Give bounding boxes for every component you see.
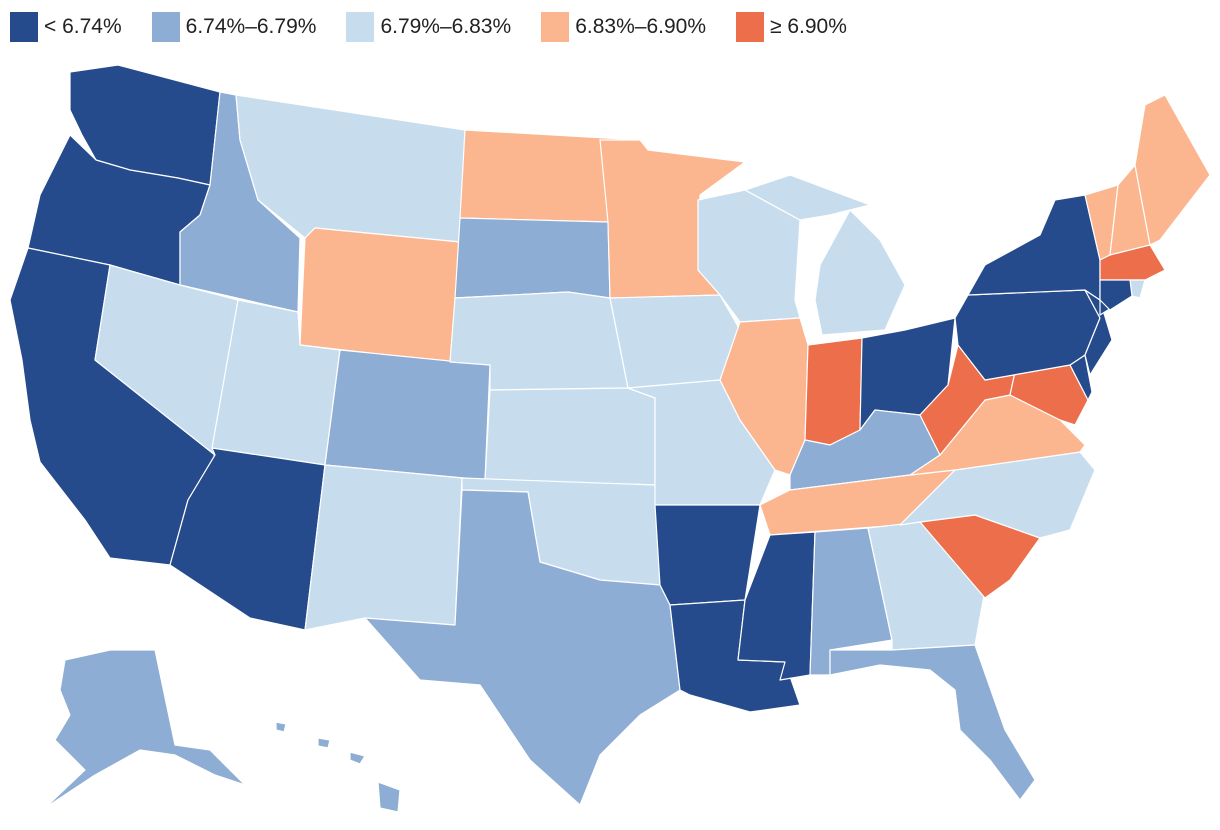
state-south-dakota[interactable] [454, 217, 611, 299]
state-hawaii[interactable] [275, 721, 401, 813]
legend-item-bin3: 6.79%–6.83% [346, 12, 511, 42]
legend-item-bin1: < 6.74% [10, 12, 122, 42]
legend-swatch-bin3 [346, 12, 375, 42]
state-kansas[interactable] [484, 387, 656, 486]
state-arkansas[interactable] [654, 504, 761, 606]
legend-label-bin1: < 6.74% [44, 15, 122, 38]
legend-item-bin5: ≥ 6.90% [736, 12, 847, 42]
state-texas[interactable] [364, 489, 681, 806]
legend-item-bin2: 6.74%–6.79% [151, 12, 317, 42]
state-colorado[interactable] [324, 349, 491, 481]
legend-label-bin4: 6.83%–6.90% [575, 15, 706, 38]
state-connecticut[interactable] [1099, 279, 1133, 311]
legend-item-bin4: 6.83%–6.90% [541, 12, 706, 42]
state-alaska[interactable] [44, 649, 246, 809]
state-maine[interactable] [1134, 94, 1211, 246]
legend-swatch-bin2 [151, 12, 180, 42]
state-indiana[interactable] [804, 337, 863, 446]
state-michigan[interactable] [744, 174, 906, 336]
state-new-mexico[interactable] [304, 464, 463, 631]
legend-label-bin5: ≥ 6.90% [770, 15, 847, 38]
legend-label-bin3: 6.79%–6.83% [380, 15, 512, 38]
state-wyoming[interactable] [299, 227, 461, 363]
legend-label-bin2: 6.74%–6.79% [185, 15, 317, 38]
state-iowa[interactable] [609, 294, 741, 389]
legend-swatch-bin4 [541, 12, 570, 42]
legend-swatch-bin1 [10, 12, 38, 42]
state-florida[interactable] [829, 644, 1036, 801]
legend-swatch-bin5 [736, 12, 764, 42]
legend: < 6.74% 6.74%–6.79% 6.79%–6.83% 6.83%–6.… [10, 12, 877, 42]
